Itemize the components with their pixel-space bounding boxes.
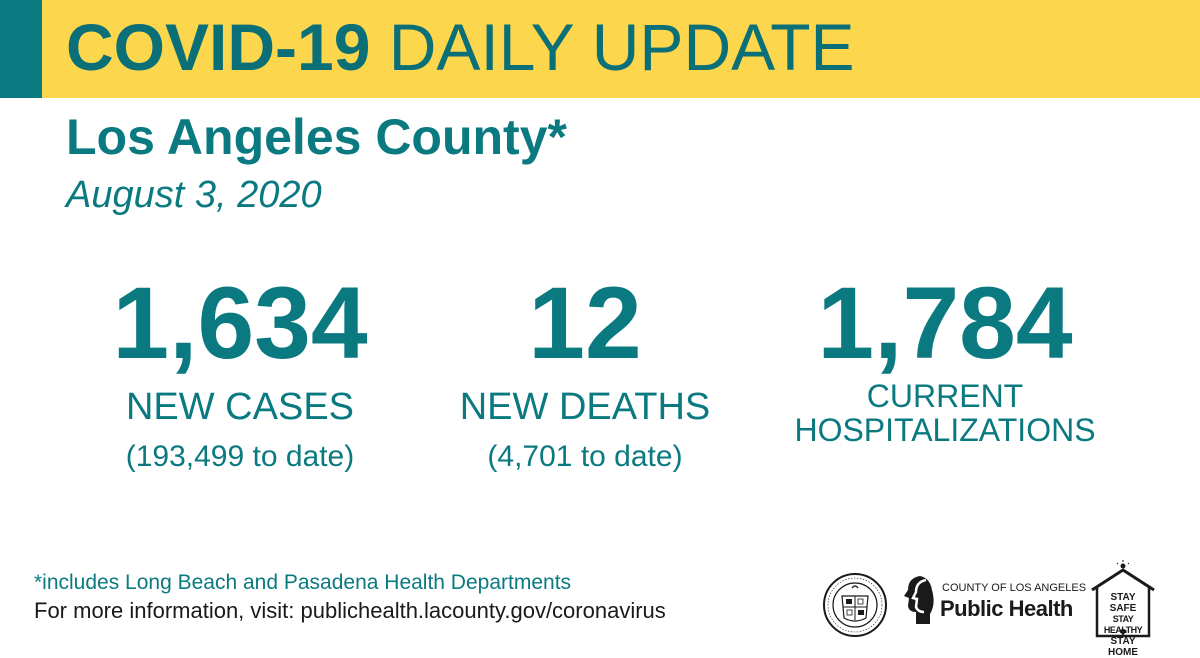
county-seal-logo	[823, 573, 887, 637]
stat-hospitalizations: 1,784 CURRENT HOSPITALIZATIONS	[790, 272, 1100, 447]
new-deaths-label: NEW DEATHS	[459, 386, 711, 428]
page-title: COVID-19 DAILY UPDATE	[66, 14, 855, 80]
region-name: Los Angeles County*	[66, 109, 567, 165]
header-banner	[42, 0, 1200, 98]
title-bold: COVID-19	[66, 10, 371, 84]
report-date: August 3, 2020	[66, 174, 322, 216]
stat-new-deaths: 12 NEW DEATHS (4,701 to date)	[440, 272, 730, 472]
new-cases-value: 1,634	[112, 266, 368, 380]
hospitalizations-label-2: HOSPITALIZATIONS	[794, 411, 1096, 448]
new-cases-label: NEW CASES	[125, 386, 355, 428]
deaths-to-date: (4,701 to date)	[487, 439, 683, 473]
cases-to-date: (193,499 to date)	[125, 439, 355, 473]
stat-new-cases: 1,634 NEW CASES (193,499 to date)	[100, 272, 380, 472]
hospitalizations-label-1: CURRENT	[866, 378, 1024, 414]
hospitalizations-value: 1,784	[817, 266, 1073, 380]
stay-safe-line-2: STAY HEALTHY	[1103, 614, 1143, 635]
footnote: *includes Long Beach and Pasadena Health…	[34, 571, 572, 594]
stay-safe-line-3: STAY HOME	[1108, 636, 1138, 658]
public-health-logo-top: COUNTY OF LOS ANGELES	[942, 582, 1087, 594]
stay-safe-text: STAY SAFE STAY HEALTHY STAY HOME	[1100, 592, 1146, 658]
stay-safe-logo: STAY SAFE STAY HEALTHY STAY HOME	[1088, 560, 1158, 658]
stay-safe-line-1: STAY SAFE	[1109, 592, 1137, 614]
more-info-text: For more information, visit: publichealt…	[34, 598, 666, 623]
public-health-logo-main: Public Health	[940, 596, 1073, 621]
public-health-logo: COUNTY OF LOS ANGELES Public Health	[900, 574, 1086, 626]
profile-faces-icon	[904, 576, 934, 624]
new-deaths-value: 12	[528, 266, 642, 380]
house-icon	[1091, 560, 1155, 638]
header-accent-bar	[0, 0, 42, 98]
title-rest: DAILY UPDATE	[388, 10, 855, 84]
